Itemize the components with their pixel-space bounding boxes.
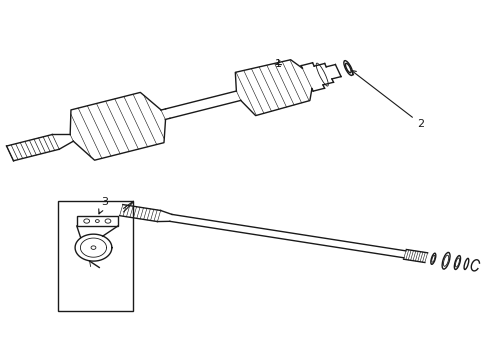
Bar — [58, 201, 133, 311]
Text: 2: 2 — [351, 71, 424, 129]
Text: 3: 3 — [99, 197, 107, 214]
Text: 1: 1 — [274, 59, 281, 68]
Bar — [77, 216, 118, 226]
